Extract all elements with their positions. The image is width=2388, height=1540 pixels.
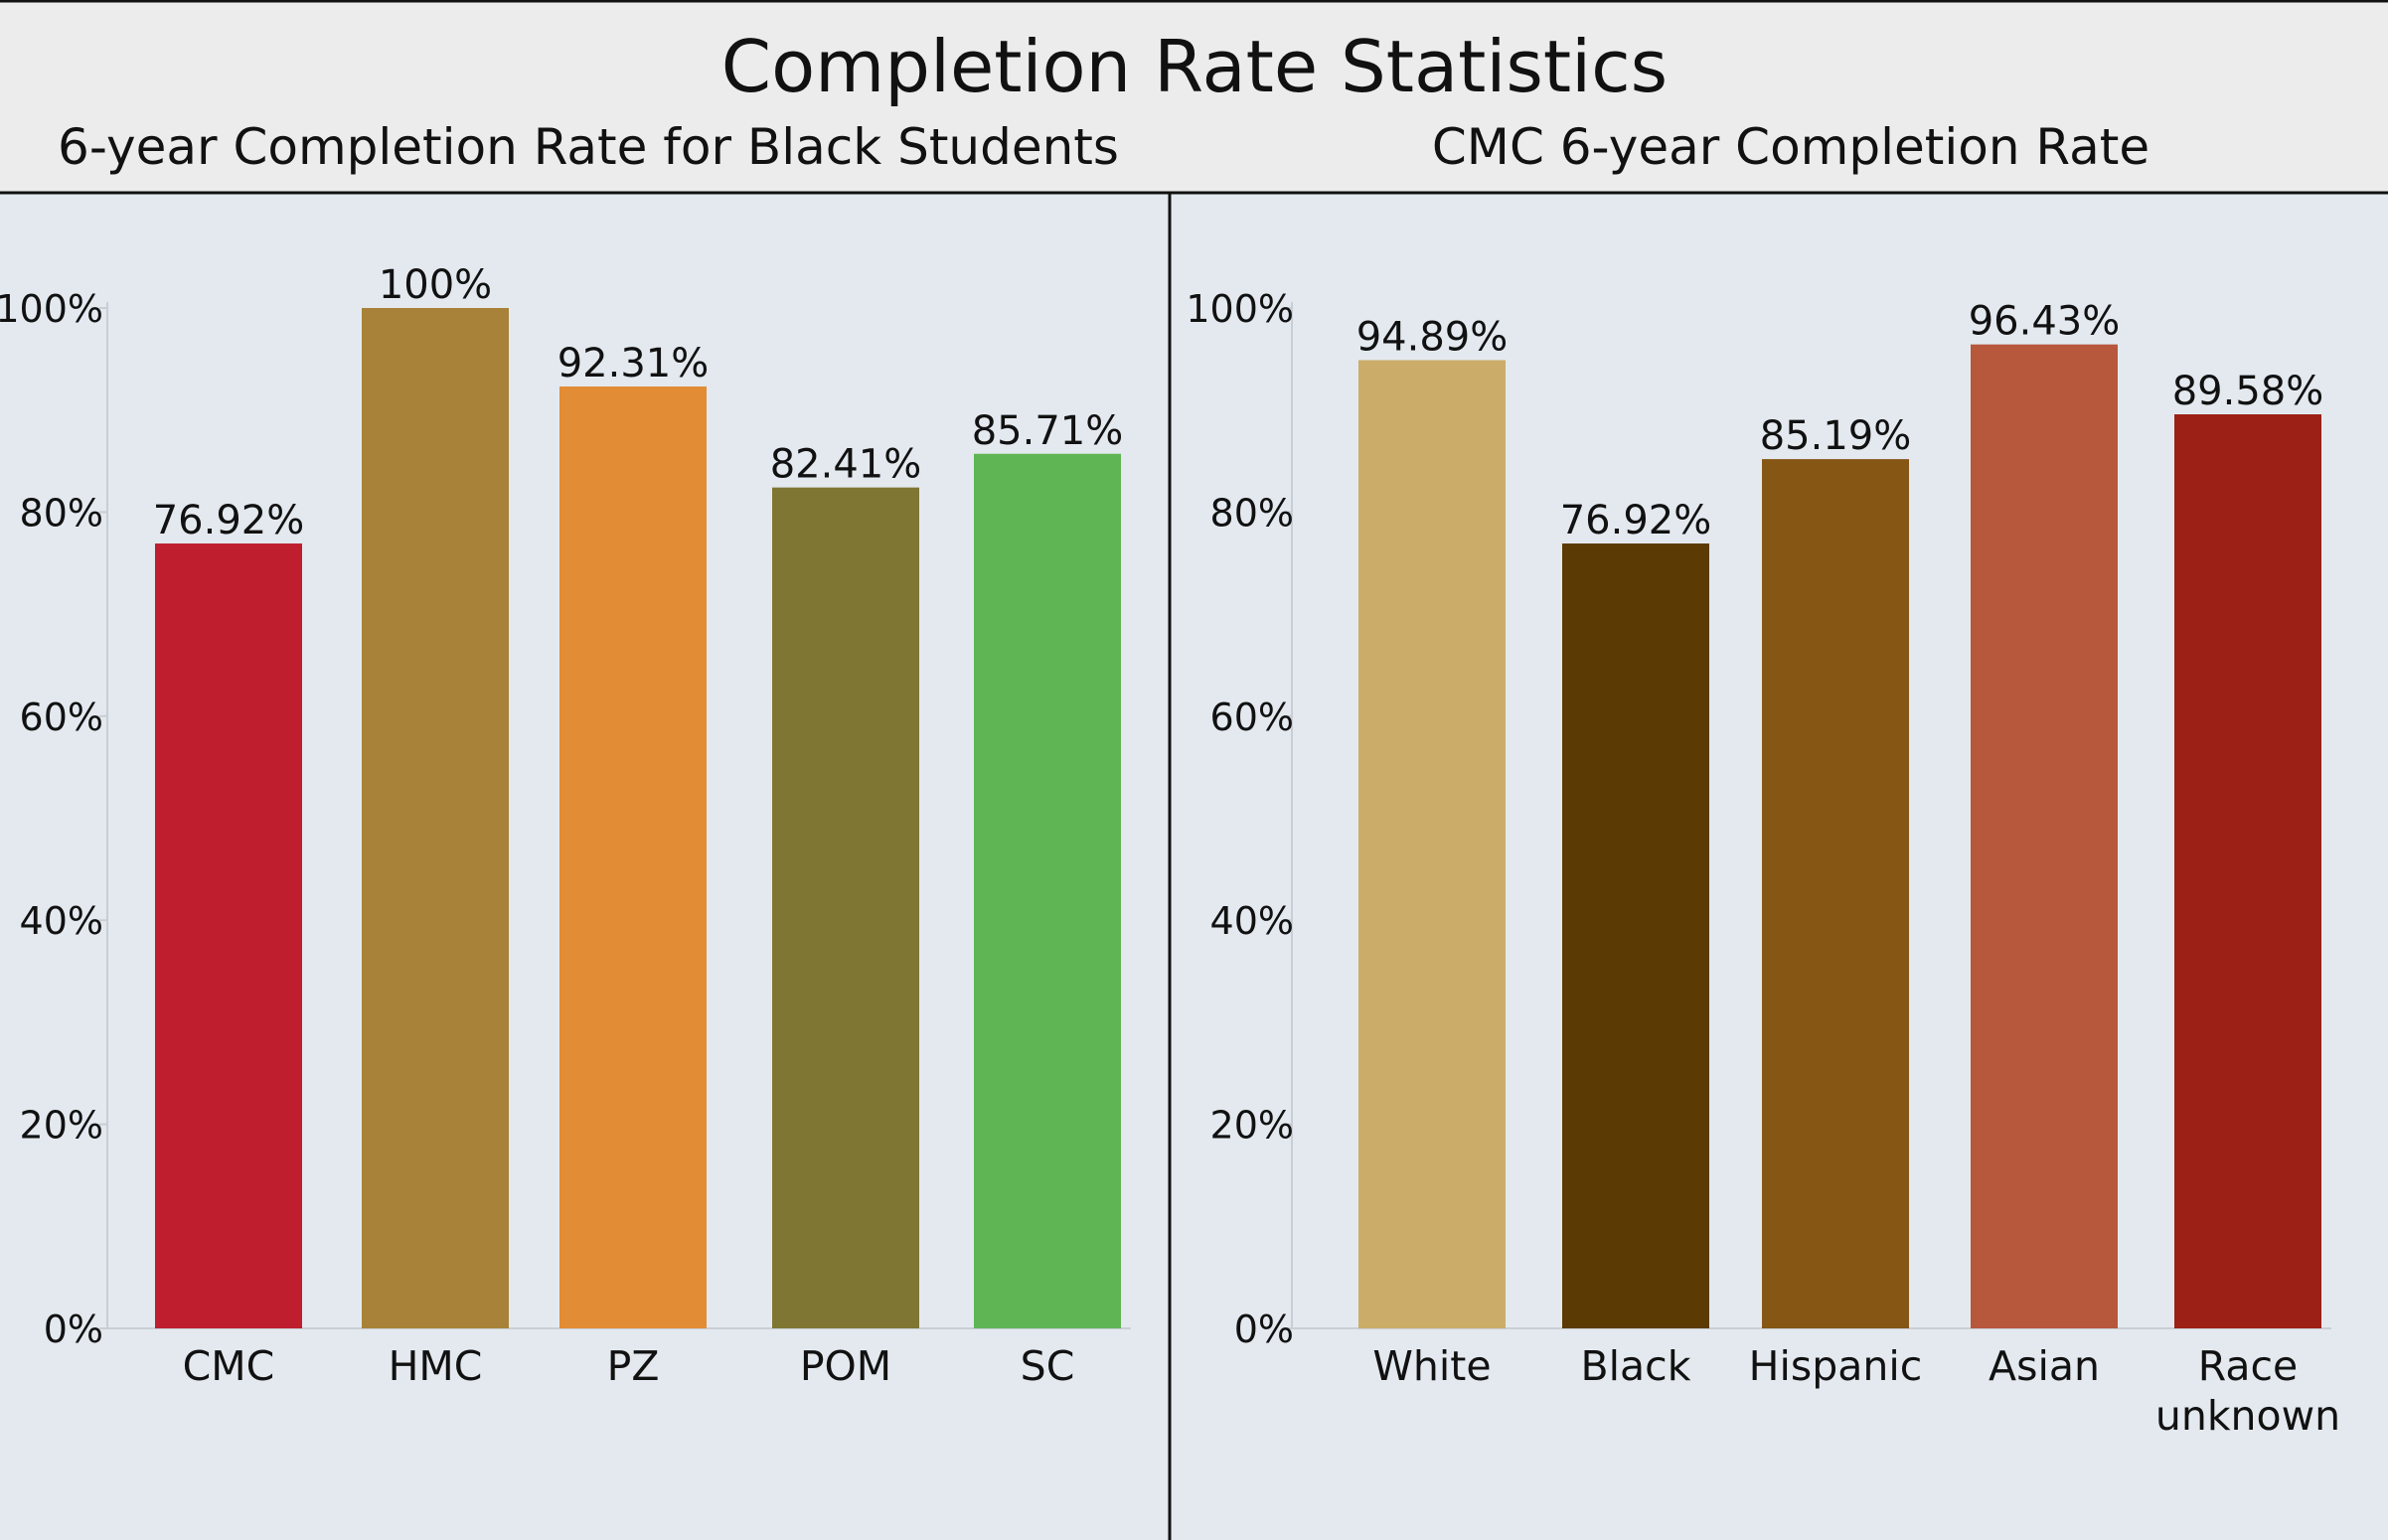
right-chart-title: CMC 6-year Completion Rate xyxy=(1432,118,2149,176)
left-y-tick-label: 100% xyxy=(0,287,103,331)
right-category-label: Race unknown xyxy=(2155,1342,2340,1440)
header-band xyxy=(0,0,2388,195)
right-category-label: Hispanic xyxy=(1749,1342,1923,1390)
right-chart: 0% 20% 40% 60% 80% 100% 94.89% White 76.92% Black… xyxy=(1186,287,2340,1440)
right-category-label: Black xyxy=(1581,1342,1691,1390)
left-bar xyxy=(772,487,919,1328)
right-category-label: White xyxy=(1372,1342,1491,1390)
left-chart: 0% 20% 40% 60% 80% 100% 76.92% CMC 100% HMC 92.31%… xyxy=(0,262,1131,1390)
left-y-tick-label: 0% xyxy=(44,1308,103,1351)
left-category-label: SC xyxy=(1021,1342,1075,1390)
right-bar xyxy=(1762,459,1909,1328)
left-y-tick-label: 40% xyxy=(20,899,103,943)
right-bar xyxy=(1971,344,2118,1328)
right-data-label: 89.58% xyxy=(2172,369,2324,414)
left-data-label: 76.92% xyxy=(153,498,305,543)
left-data-label: 100% xyxy=(379,262,492,308)
left-data-label: 85.71% xyxy=(972,408,1124,454)
left-y-tick-label: 80% xyxy=(20,491,103,535)
left-y-tick-label: 60% xyxy=(20,695,103,739)
left-bar xyxy=(974,453,1121,1328)
left-chart-title: 6-year Completion Rate for Black Student… xyxy=(58,118,1119,176)
right-bar xyxy=(1562,543,1709,1328)
right-y-tick-label: 60% xyxy=(1210,695,1294,739)
right-data-label: 96.43% xyxy=(1969,299,2121,345)
right-y-tick-label: 20% xyxy=(1210,1104,1294,1148)
right-data-label: 76.92% xyxy=(1560,498,1712,543)
left-data-label: 92.31% xyxy=(557,341,710,386)
left-bar xyxy=(362,308,509,1328)
right-data-label: 85.19% xyxy=(1760,413,1912,459)
right-y-tick-label: 100% xyxy=(1186,287,1294,331)
right-y-tick-label: 80% xyxy=(1210,491,1294,535)
left-bar xyxy=(155,543,302,1328)
left-category-label: CMC xyxy=(183,1342,275,1390)
right-y-tick-label: 0% xyxy=(1234,1308,1294,1351)
left-data-label: 82.41% xyxy=(770,442,922,488)
left-category-label: POM xyxy=(800,1342,891,1390)
right-y-tick-label: 40% xyxy=(1210,899,1294,943)
left-bar xyxy=(559,385,707,1328)
main-title: Completion Rate Statistics xyxy=(721,25,1668,108)
left-category-label: PZ xyxy=(607,1342,660,1390)
left-y-tick-label: 20% xyxy=(20,1104,103,1148)
right-category-label: Asian xyxy=(1989,1342,2100,1390)
left-category-label: HMC xyxy=(389,1342,483,1390)
right-data-label: 94.89% xyxy=(1356,314,1509,360)
right-bar xyxy=(1358,360,1506,1328)
right-bar xyxy=(2174,414,2321,1328)
